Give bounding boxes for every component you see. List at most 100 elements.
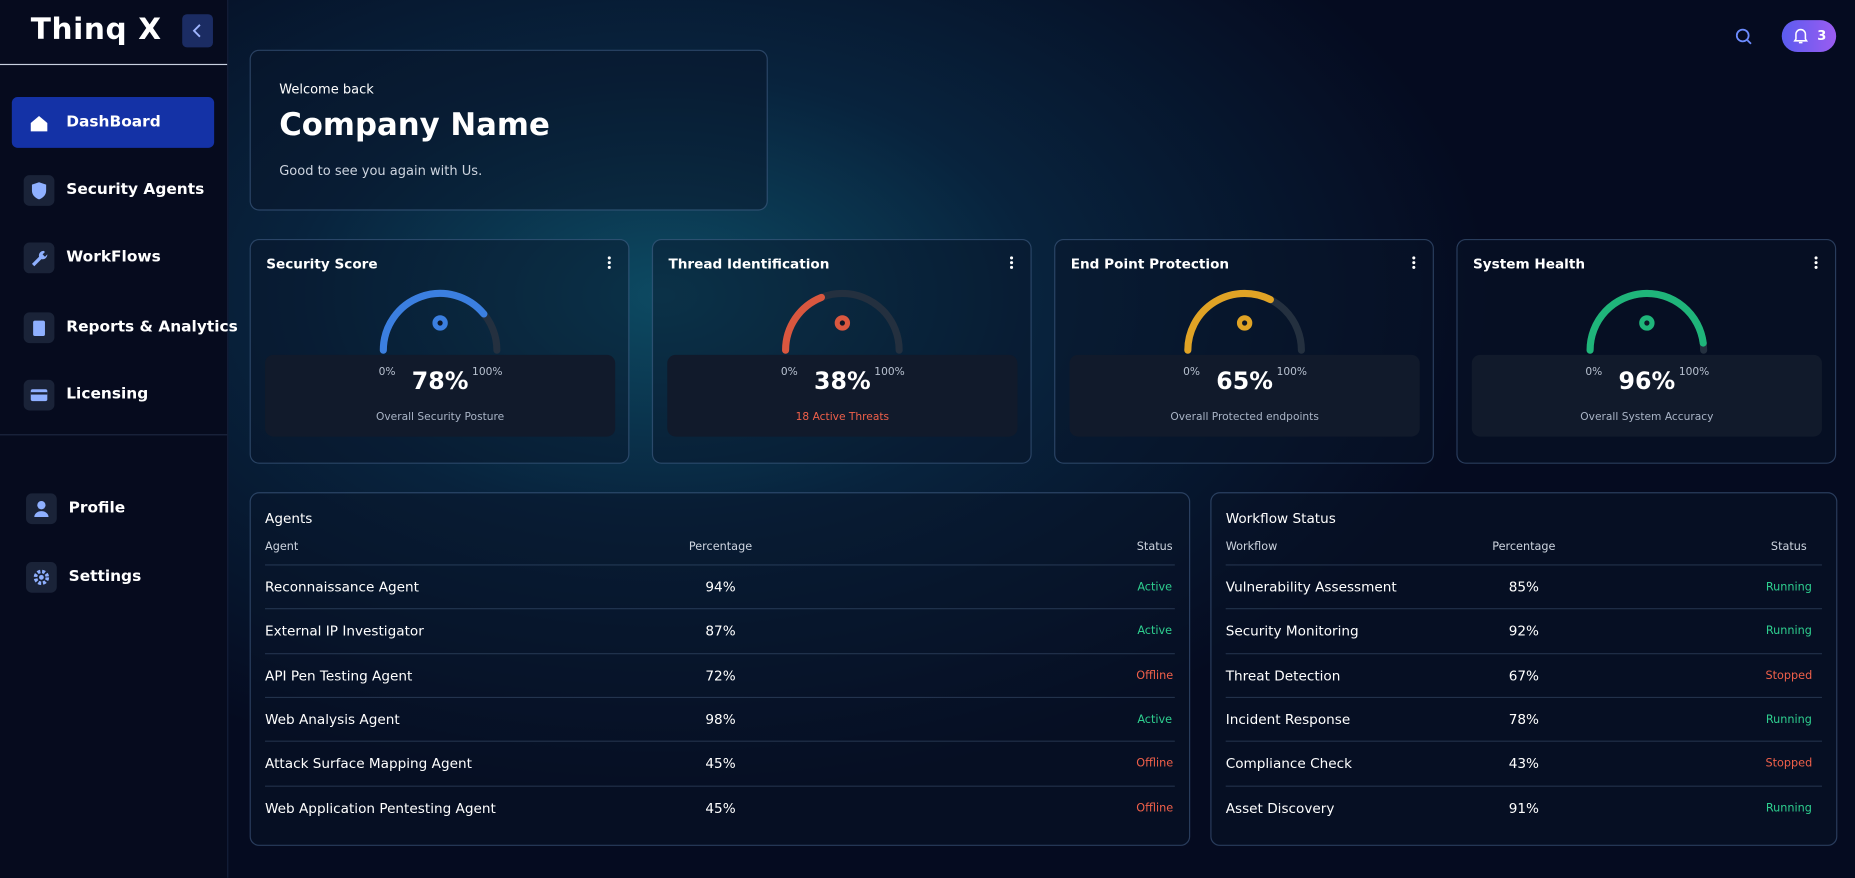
nav-item[interactable]: Reports & Analytics [12,302,238,353]
table-card: Agents Agent Percentage Status Reconnaissanc… [249,492,1191,846]
max-label: 100% [874,366,905,379]
gauge-caption: Overall System Accuracy [1580,411,1714,424]
gauge-card: End Point Protection 0% 65% 100% Overall Pro… [1054,238,1434,464]
gauge-card: System Health 0% 96% 100% Overall System Acc… [1456,238,1837,464]
nav-label: Reports & Analytics [66,318,238,337]
sidebar: Thinq X DashBoard Security Agents WorkFlow… [0,0,238,878]
gauge-icon-dot [1242,320,1248,326]
row-status: Offline [1136,801,1174,815]
gauge [379,289,501,354]
table-title: Workflow Status [1225,509,1336,527]
notification-button[interactable]: 3 [1781,20,1837,53]
menu-dot [607,256,611,260]
menu-dot [1010,261,1014,265]
divider [0,63,228,66]
menu-dot [1814,256,1818,260]
column-header: Status [1770,540,1807,554]
gauge-value: 78% [411,366,469,396]
table-row: Vulnerability Assessment 85% Running [1225,564,1822,609]
menu-button[interactable] [1004,254,1018,271]
menu-button[interactable] [602,254,616,271]
table-row: Incident Response 78% Running [1225,696,1822,742]
row-percentage: 43% [1508,755,1539,772]
gauge-value: 38% [814,366,871,396]
row-percentage: 92% [1508,622,1539,640]
gauge-arc [1184,289,1274,354]
nav-icon [23,242,55,274]
table-row: Web Analysis Agent 98% Active [265,696,1175,742]
bell-icon [1793,28,1809,44]
company-name: Company Name [279,107,550,144]
brand: Thinq X [30,11,162,47]
menu-dot [1412,261,1416,265]
max-label: 100% [1678,366,1710,379]
gauge [782,289,903,354]
row-status: Running [1765,801,1812,815]
gauge-card: Thread Identification 0% 38% 100% 18 Active … [651,238,1032,464]
column-header: Percentage [688,540,753,554]
gauge-caption: Overall Security Posture [375,411,505,424]
row-name: Security Monitoring [1225,622,1359,640]
table-row: Asset Discovery 91% Running [1225,784,1822,830]
row-percentage: 87% [705,622,736,640]
menu-button[interactable] [1407,254,1421,271]
nav-icon [23,379,55,411]
collapse-button[interactable] [182,14,213,48]
nav-item[interactable]: DashBoard [11,97,215,148]
welcome-message: Good to see you again with Us. [279,163,483,179]
row-name: External IP Investigator [265,622,424,640]
menu-dot [607,265,611,269]
table-title: Agents [265,509,313,527]
nav-label: Licensing [66,385,149,404]
row-percentage: 45% [705,755,736,772]
min-label: 0% [378,366,396,379]
table-row: API Pen Testing Agent 72% Offline [265,652,1175,698]
nav-icon [26,493,57,525]
min-label: 0% [1183,366,1200,379]
row-status: Running [1765,625,1812,639]
nav-label: Profile [68,499,126,518]
search-icon[interactable] [1733,26,1754,47]
row-name: Incident Response [1225,710,1351,728]
gauge-caption: Overall Protected endpoints [1170,411,1319,424]
row-status: Active [1137,625,1173,639]
account-item[interactable]: Settings [14,551,216,602]
gauge-panel: 0% 65% 100% Overall Protected endpoints [1069,354,1420,437]
gauge [1184,289,1305,354]
row-name: Compliance Check [1225,755,1352,772]
menu-dot [607,261,611,265]
gauge-panel: 0% 38% 100% 18 Active Threats [667,354,1018,437]
gauge-value: 65% [1216,366,1273,396]
gauge-title: System Health [1472,255,1586,273]
nav-item[interactable]: Licensing [12,369,214,420]
column-header: Agent [265,540,299,554]
gauge-arc [782,293,826,354]
nav-label: WorkFlows [66,248,161,267]
notification-count: 3 [1817,28,1827,44]
row-status: Offline [1136,669,1174,683]
max-label: 100% [472,366,503,379]
row-percentage: 67% [1508,666,1539,684]
row-status: Running [1765,713,1812,727]
row-status: Stopped [1765,757,1813,771]
account-item[interactable]: Profile [14,483,216,534]
row-name: Web Analysis Agent [265,710,400,728]
menu-dot [1814,261,1818,265]
row-name: Web Application Pentesting Agent [265,799,496,816]
row-percentage: 45% [705,799,736,816]
nav-icon [23,175,55,206]
row-status: Active [1137,580,1173,594]
nav-label: Security Agents [66,181,205,199]
row-name: Threat Detection [1225,666,1341,684]
row-status: Offline [1136,757,1174,771]
menu-button[interactable] [1809,254,1823,271]
table-row: Security Monitoring 92% Running [1225,608,1822,653]
gauge-icon-dot [437,320,443,326]
gauge-caption: 18 Active Threats [795,411,890,424]
gauge-panel: 0% 78% 100% Overall Security Posture [265,354,616,437]
nav-item[interactable]: Security Agents [12,164,214,215]
nav-item[interactable]: WorkFlows [12,232,214,283]
gauge-icon-dot [1644,320,1650,326]
